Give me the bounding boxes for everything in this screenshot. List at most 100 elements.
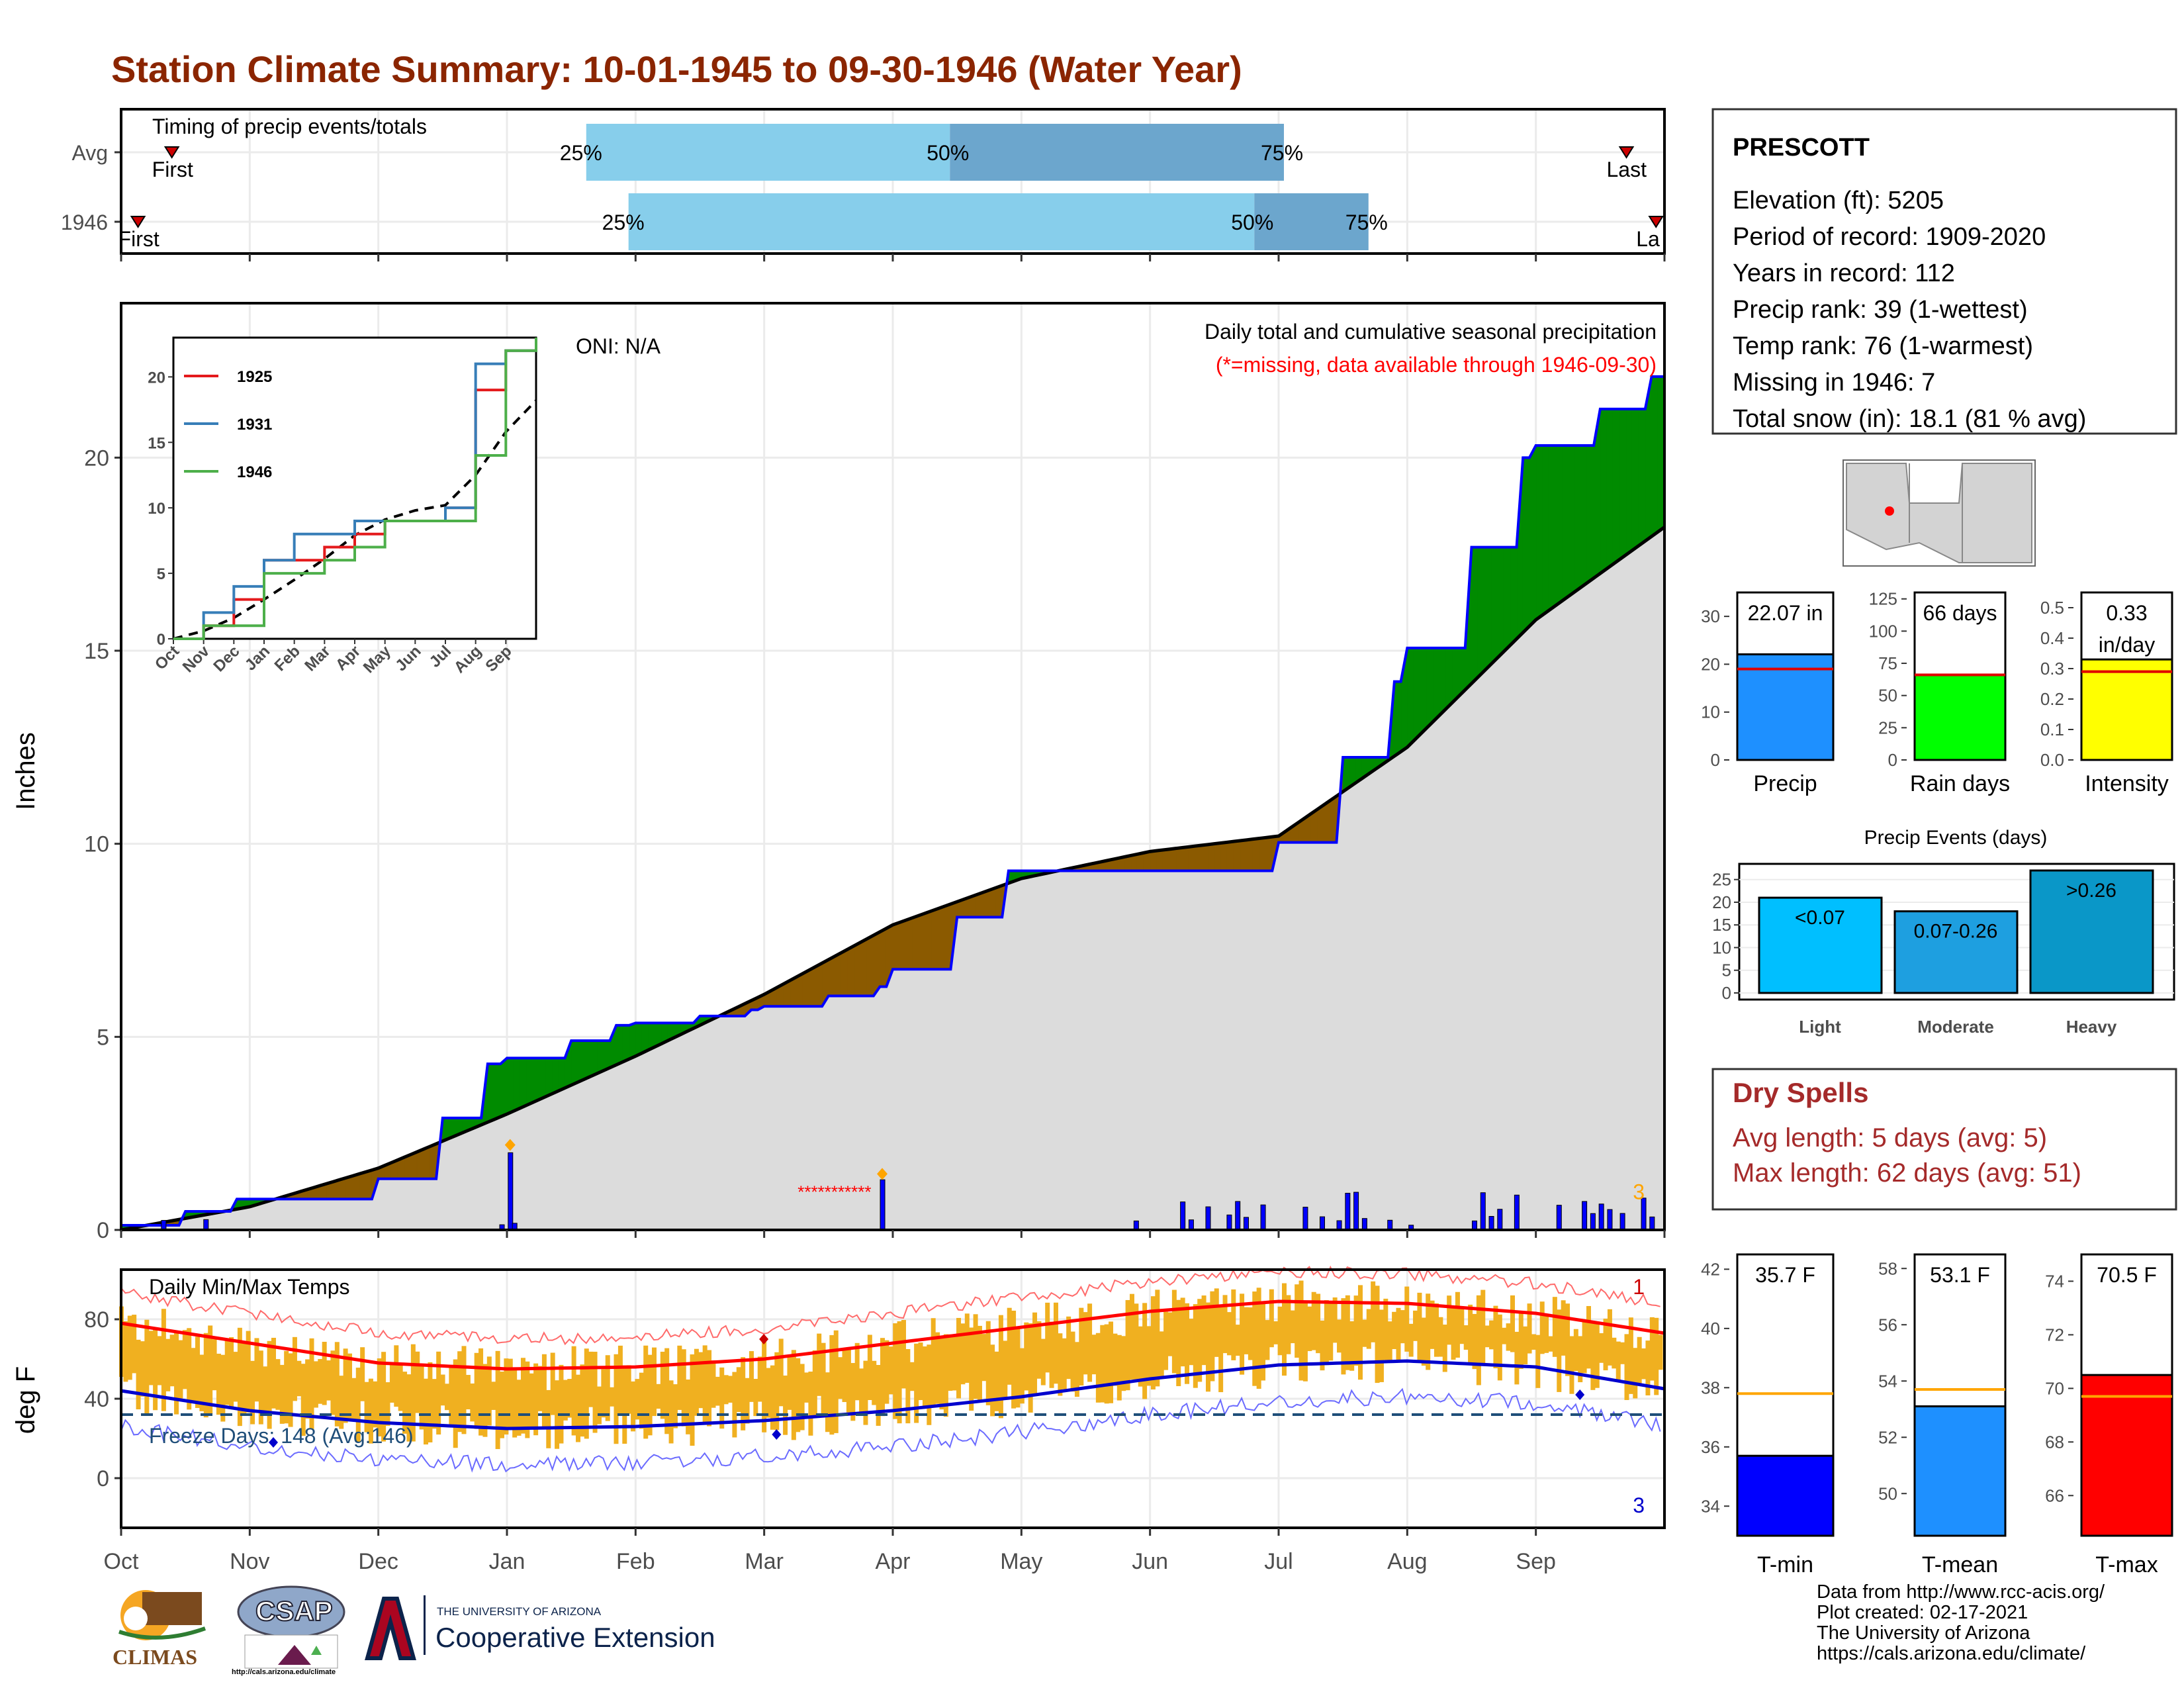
daily-temp-bar [432,1379,437,1429]
daily-temp-bar [1480,1289,1486,1364]
daily-temp-bar [140,1341,145,1397]
last-marker [1648,216,1664,228]
daily-temp-bar [1007,1307,1012,1385]
daily-temp-bar [1523,1326,1528,1365]
daily-temp-bar [711,1360,716,1408]
daily-temp-bar [267,1340,272,1429]
daily-temp-bar [1100,1325,1105,1403]
daily-temp-bar [500,1372,505,1438]
daily-temp-bar [161,1309,166,1411]
below-avg-fill [416,1149,424,1180]
dry-spells-title: Dry Spells [1733,1077,1868,1108]
daily-temp-bar [165,1338,171,1391]
daily-temp-bar [922,1346,927,1409]
daily-temp-bar [897,1321,902,1424]
daily-temp-bar [1510,1295,1515,1352]
daily-temp-bar [943,1334,948,1417]
daily-temp-bar [474,1352,479,1429]
daily-temp-bar [389,1364,394,1403]
inset-series-line [173,338,537,640]
below-avg-fill [828,955,836,996]
daily-temp-bar [178,1340,183,1399]
daily-temp-bar [550,1352,555,1415]
below-avg-fill [1259,837,1267,871]
station-location-dot [1885,506,1894,516]
daily-precip-bar [203,1219,209,1231]
daily-temp-bar [592,1352,598,1433]
daily-temp-bar [275,1359,281,1410]
daily-temp-bar [762,1341,767,1432]
daily-temp-bar [833,1330,839,1433]
daily-temp-bar [1658,1335,1663,1370]
above-avg-fill [1548,445,1556,612]
daily-temp-bar [1620,1342,1625,1364]
events-bar [1893,910,2019,994]
daily-temp-bar [1641,1348,1647,1380]
daily-temp-bar [258,1350,263,1425]
daily-temp-bar [1383,1298,1388,1360]
daily-temp-bar [1502,1327,1507,1344]
daily-temp-bar [1649,1317,1655,1381]
gauge-ytick-label: 72 [2045,1325,2064,1344]
footer: Data from http://www.rcc-acis.org/ Plot … [1817,1582,2105,1664]
daily-temp-bar [242,1341,247,1415]
month-label: Feb [616,1549,655,1574]
daily-temp-bar [537,1366,543,1411]
above-avg-fill [558,1057,565,1092]
below-avg-fill [1220,841,1228,871]
below-avg-fill [345,1175,353,1199]
daily-temp-bar [1455,1291,1460,1358]
daily-temp-bar [1539,1301,1545,1354]
station-info-line: Temp rank: 76 (1-warmest) [1733,332,2033,360]
daily-temp-bar [470,1383,475,1422]
above-avg-fill [1445,647,1453,710]
daily-temp-bar [969,1327,974,1411]
daily-temp-bar [918,1342,923,1401]
daily-temp-bar [1125,1299,1130,1391]
timing-quantile-label: 75% [1345,211,1388,234]
daily-temp-bar [123,1321,128,1382]
daily-temp-bar [854,1342,860,1401]
missing-note: (*=missing, data available through 1946-… [1216,353,1657,377]
gauge-ytick-label: 70 [2045,1378,2064,1398]
daily-temp-bar [1544,1313,1549,1353]
daily-temp-bar [453,1359,458,1448]
above-avg-fill [1651,376,1659,538]
daily-temp-bar [1426,1293,1431,1370]
daily-temp-bar [846,1348,851,1413]
gauge-ytick-label: 0.4 [2040,628,2064,648]
daily-temp-bar [766,1368,771,1418]
gauge-label: T-max [2095,1552,2158,1577]
daily-temp-bar [1205,1302,1210,1392]
record-low-count: 3 [1633,1493,1645,1517]
daily-temp-bar [1421,1317,1426,1366]
daily-temp-bar [1396,1307,1401,1360]
daily-temp-bar [614,1354,619,1444]
daily-temp-bar [1070,1331,1075,1392]
daily-temp-bar [220,1354,226,1422]
above-avg-fill [1606,408,1614,570]
above-avg-fill [1574,445,1582,593]
timing-quantile-label: 25% [602,211,645,234]
daily-temp-bar [681,1349,686,1427]
footer-line: Data from http://www.rcc-acis.org/ [1817,1581,2105,1603]
daily-temp-bar [1417,1292,1422,1362]
daily-temp-bar [571,1346,576,1436]
gauge-bar [2080,1374,2173,1537]
daily-temp-bar [1518,1313,1524,1369]
daily-temp-bar [1265,1320,1270,1360]
events-bar [1758,896,1883,994]
below-avg-fill [809,966,816,1007]
daily-temp-bar [787,1354,792,1410]
gauge-ytick-label: 52 [1878,1427,1897,1447]
first-marker [130,216,146,228]
daily-precip-bar [1345,1193,1351,1231]
above-avg-fill [603,1040,610,1072]
record-min-line [120,1387,1661,1473]
below-avg-fill [880,927,887,987]
gauge-value: 70.5 F [2097,1263,2157,1287]
daily-temp-bar [1459,1309,1465,1344]
below-avg-fill [925,910,932,970]
daily-temp-bar [1024,1322,1029,1391]
precip-ytick-label: 5 [97,1025,109,1050]
